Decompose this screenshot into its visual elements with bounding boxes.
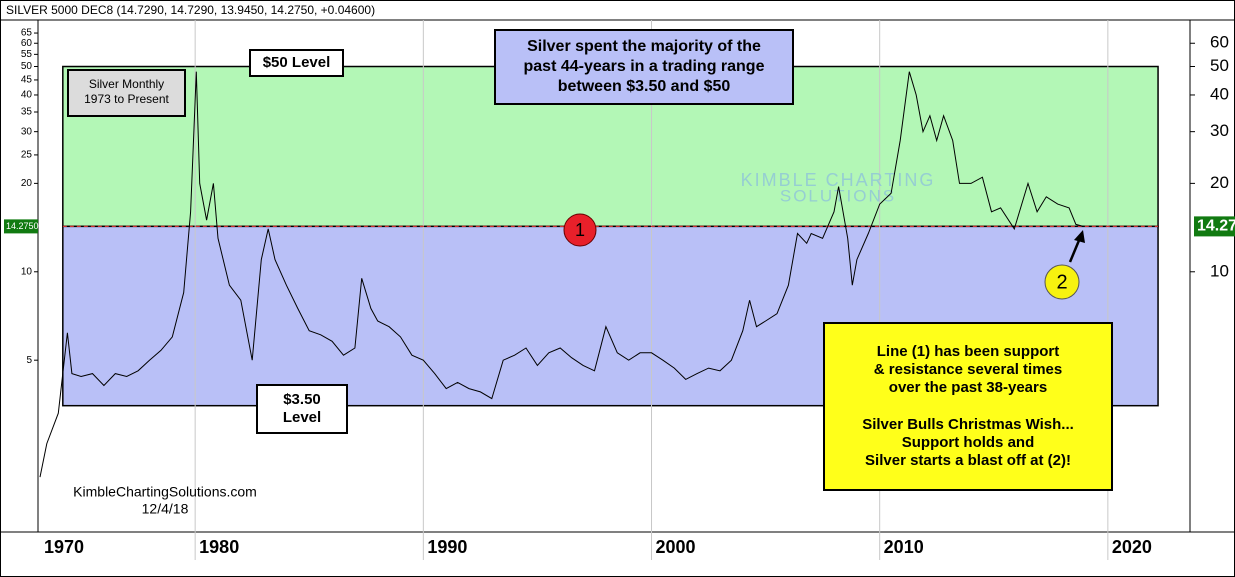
marker-2-arrowhead bbox=[1074, 230, 1085, 243]
note-box bbox=[823, 322, 1113, 491]
y-tick-label: 55 bbox=[21, 49, 33, 60]
note_a-text: Line (1) has been support bbox=[877, 343, 1060, 360]
y-tick-label: 45 bbox=[21, 75, 33, 86]
level_bottom-text: Level bbox=[283, 409, 321, 426]
period-box bbox=[67, 69, 186, 117]
marker-2-arrow bbox=[1068, 237, 1082, 263]
x-tick-label: 2010 bbox=[884, 537, 924, 557]
x-tick-label: 1970 bbox=[44, 537, 84, 557]
summary-text: Silver spent the majority of the bbox=[527, 38, 761, 55]
level_bottom-text: $3.50 bbox=[283, 391, 321, 408]
level_top-text: $50 Level bbox=[263, 54, 331, 71]
y-tick-label: 40 bbox=[21, 90, 33, 101]
y-tick-label: 30 bbox=[21, 126, 33, 137]
marker-2-circle bbox=[1044, 264, 1080, 300]
last-price-right: 14.27 bbox=[1197, 218, 1235, 235]
level_bottom-box bbox=[256, 384, 348, 434]
y-tick-label: 50 bbox=[21, 61, 33, 72]
note_a-text: over the past 38-years bbox=[889, 379, 1047, 396]
note_a-text: & resistance several times bbox=[874, 361, 1062, 378]
logo-text: KIMBLE CHARTING bbox=[741, 170, 936, 190]
summary-box bbox=[494, 29, 794, 105]
note_b-text: Silver Bulls Christmas Wish... bbox=[862, 416, 1074, 433]
marker-2-text: 2 bbox=[1056, 271, 1067, 293]
y-tick-label: 25 bbox=[21, 150, 33, 161]
summary-text: past 44-years in a trading range bbox=[524, 58, 765, 75]
y-tick-label: 35 bbox=[21, 107, 33, 118]
period-text: Silver Monthly bbox=[89, 77, 164, 91]
credit-text: KimbleChartingSolutions.com bbox=[73, 484, 257, 500]
marker-1-circle bbox=[563, 213, 597, 247]
y2-tick-label: 30 bbox=[1210, 121, 1229, 140]
level_top-box bbox=[249, 49, 344, 77]
marker-1-text: 1 bbox=[575, 220, 585, 240]
summary-text: between $3.50 and $50 bbox=[558, 78, 731, 95]
last-price-box-right bbox=[1194, 216, 1235, 237]
y-tick-label: 10 bbox=[21, 266, 33, 277]
x-tick-label: 2000 bbox=[656, 537, 696, 557]
y2-tick-label: 40 bbox=[1210, 84, 1229, 103]
note_b-text: Silver starts a blast off at (2)! bbox=[865, 452, 1071, 469]
y-tick-label: 5 bbox=[26, 355, 32, 366]
y2-tick-label: 20 bbox=[1210, 173, 1229, 192]
y2-tick-label: 50 bbox=[1210, 56, 1229, 75]
x-tick-label: 1990 bbox=[427, 537, 467, 557]
note_b-text: Support holds and bbox=[902, 434, 1035, 451]
last-price-box-left bbox=[4, 219, 38, 234]
header: SILVER 5000 DEC8 (14.7290, 14.7290, 13.9… bbox=[6, 3, 375, 17]
y2-tick-label: 60 bbox=[1210, 33, 1229, 52]
y-tick-label: 20 bbox=[21, 178, 33, 189]
credit-text: 12/4/18 bbox=[142, 501, 189, 517]
y-tick-label: 65 bbox=[21, 28, 33, 39]
last-price-left: 14.2750 bbox=[6, 221, 39, 231]
x-tick-label: 1980 bbox=[199, 537, 239, 557]
y-tick-label: 60 bbox=[21, 38, 33, 49]
y2-tick-label: 10 bbox=[1210, 261, 1229, 280]
x-tick-label: 2020 bbox=[1112, 537, 1152, 557]
price-line bbox=[39, 71, 1084, 478]
period-text: 1973 to Present bbox=[84, 92, 169, 106]
